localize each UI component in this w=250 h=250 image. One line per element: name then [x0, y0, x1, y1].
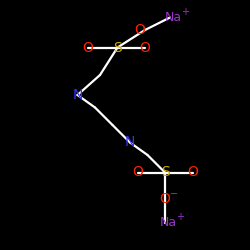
Text: S: S	[160, 166, 170, 179]
Text: Na: Na	[165, 11, 182, 24]
Text: +: +	[182, 7, 190, 17]
Text: −: −	[170, 189, 178, 199]
Text: O: O	[134, 23, 145, 37]
Text: Na: Na	[160, 216, 177, 229]
Text: N: N	[125, 136, 135, 149]
Text: O: O	[132, 166, 143, 179]
Text: O: O	[187, 166, 198, 179]
Text: N: N	[72, 88, 83, 102]
Text: +: +	[176, 212, 184, 222]
Text: O: O	[160, 192, 170, 206]
Text: O: O	[140, 40, 150, 54]
Text: S: S	[113, 40, 122, 54]
Text: O: O	[82, 40, 93, 54]
